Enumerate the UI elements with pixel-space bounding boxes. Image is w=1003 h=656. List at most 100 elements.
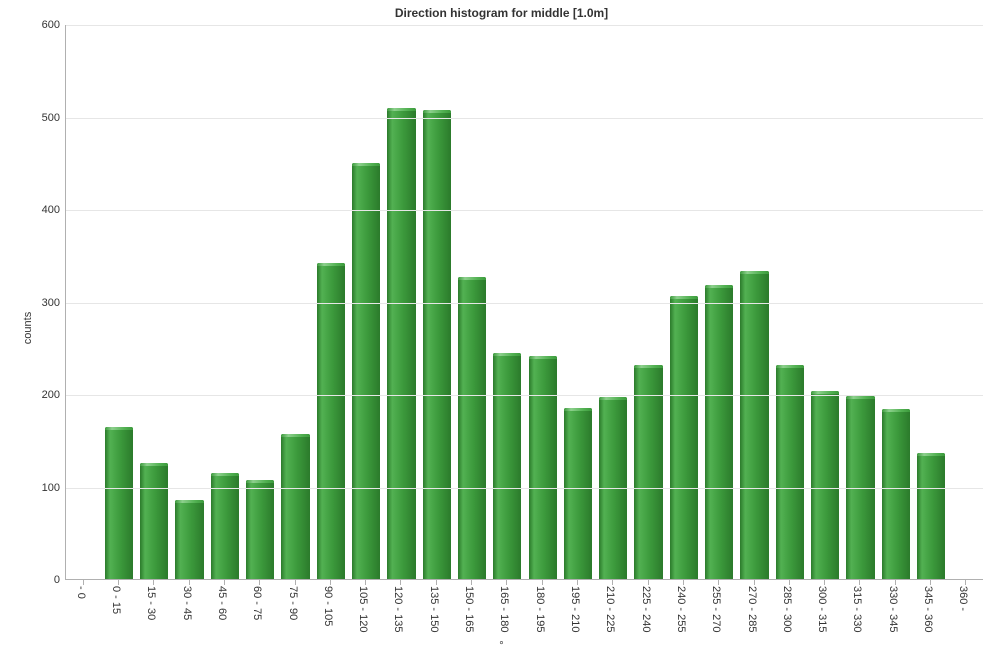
xtick-label: 300 - 315 [816, 586, 828, 632]
bar [352, 163, 380, 579]
xtick-mark [83, 580, 84, 585]
bar-face [458, 277, 486, 579]
xtick-mark [789, 580, 790, 585]
xtick-mark [330, 580, 331, 585]
bar-top [529, 356, 557, 359]
bar [281, 434, 309, 579]
bar-top [811, 391, 839, 394]
bar-face [917, 453, 945, 579]
xtick-mark [400, 580, 401, 585]
xtick-mark [965, 580, 966, 585]
bar-top [352, 163, 380, 166]
xtick-mark [189, 580, 190, 585]
bar [670, 296, 698, 579]
bar-face [387, 108, 415, 579]
xtick-label: 165 - 180 [498, 586, 510, 632]
bar [493, 353, 521, 579]
xtick-mark [683, 580, 684, 585]
bar-face [705, 285, 733, 579]
bar [811, 391, 839, 579]
bar [776, 365, 804, 579]
bar-top [882, 409, 910, 412]
xtick-mark [612, 580, 613, 585]
bar-top [175, 500, 203, 503]
bar-face [634, 365, 662, 579]
bar [740, 271, 768, 579]
xtick-mark [471, 580, 472, 585]
bar [387, 108, 415, 579]
xtick-label: 345 - 360 [922, 586, 934, 632]
ytick-label: 500 [42, 112, 60, 124]
xtick-label: 150 - 165 [463, 586, 475, 632]
bar-top [776, 365, 804, 368]
bar-top [423, 110, 451, 113]
ytick-label: 600 [42, 19, 60, 31]
xtick-mark [754, 580, 755, 585]
bar-face [493, 353, 521, 579]
xtick-label: 240 - 255 [675, 586, 687, 632]
bar [705, 285, 733, 579]
gridline [66, 210, 983, 211]
bar-face [811, 391, 839, 579]
xtick-mark [118, 580, 119, 585]
xtick-label: 315 - 330 [851, 586, 863, 632]
xtick-label: 60 - 75 [251, 586, 263, 620]
xtick-label: 210 - 225 [604, 586, 616, 632]
xtick-mark [542, 580, 543, 585]
bar [564, 408, 592, 579]
bar-top [917, 453, 945, 456]
bar-face [776, 365, 804, 579]
xtick-mark [506, 580, 507, 585]
bar-top [317, 263, 345, 266]
chart-container: Direction histogram for middle [1.0m] co… [0, 0, 1003, 656]
xtick-label: 45 - 60 [216, 586, 228, 620]
ytick-label: 100 [42, 482, 60, 494]
bar-top [140, 463, 168, 466]
bar-top [246, 480, 274, 483]
bar [423, 110, 451, 579]
ytick-label: 300 [42, 297, 60, 309]
bar-top [493, 353, 521, 356]
xtick-label: 135 - 150 [428, 586, 440, 632]
gridline [66, 395, 983, 396]
bar-face [529, 356, 557, 579]
xtick-mark [895, 580, 896, 585]
bar-top [564, 408, 592, 411]
bar [634, 365, 662, 579]
bar-face [246, 480, 274, 579]
gridline [66, 118, 983, 119]
bar [105, 427, 133, 579]
bar [211, 473, 239, 579]
xtick-label: 90 - 105 [322, 586, 334, 626]
xtick-mark [859, 580, 860, 585]
bar-face [175, 500, 203, 579]
bar-face [317, 263, 345, 579]
bar [882, 409, 910, 579]
gridline [66, 25, 983, 26]
bar-top [846, 396, 874, 399]
bar-top [458, 277, 486, 280]
bar [917, 453, 945, 579]
xtick-label: 330 - 345 [887, 586, 899, 632]
xtick-mark [436, 580, 437, 585]
bar-top [599, 397, 627, 400]
bar-face [105, 427, 133, 579]
xtick-mark [718, 580, 719, 585]
bar-top [387, 108, 415, 111]
xtick-mark [153, 580, 154, 585]
ytick-label: 0 [54, 574, 60, 586]
xtick-label: 270 - 285 [746, 586, 758, 632]
bar [140, 463, 168, 579]
xtick-label: 0 - 15 [110, 586, 122, 614]
xtick-label: 180 - 195 [534, 586, 546, 632]
bar [246, 480, 274, 579]
bar-face [564, 408, 592, 579]
ytick-label: 200 [42, 389, 60, 401]
bar [175, 500, 203, 579]
xtick-label: 195 - 210 [569, 586, 581, 632]
bar-face [740, 271, 768, 579]
xtick-mark [224, 580, 225, 585]
bar-top [705, 285, 733, 288]
bar-face [140, 463, 168, 579]
xtick-mark [824, 580, 825, 585]
